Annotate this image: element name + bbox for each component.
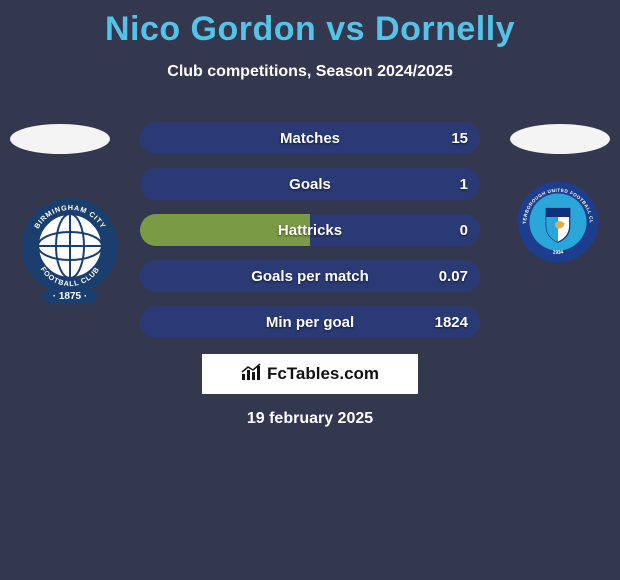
badge-right-year: 1934 [552,249,564,256]
stat-label: Goals per match [251,268,369,285]
stat-row: Min per goal 1824 [140,306,480,338]
badge-left-year: · 1875 · [53,291,87,302]
subtitle: Club competitions, Season 2024/2025 [0,63,620,81]
brand-box: FcTables.com [202,354,418,394]
brand-text: FcTables.com [267,364,379,384]
page-title: Nico Gordon vs Dornelly [0,0,620,49]
svg-text:1934: 1934 [552,249,564,256]
stat-value-right: 0 [460,222,468,239]
player-right-photo-placeholder [510,124,610,154]
stat-label: Goals [289,176,331,193]
stat-value-right: 1 [460,176,468,193]
chart-icon [241,363,263,386]
stat-label: Hattricks [278,222,342,239]
stat-value-right: 15 [451,130,468,147]
stats-container: Matches 15 Goals 1 Hattricks 0 Goals per match… [140,122,480,352]
club-badge-left: BIRMINGHAM CITY FOOTBALL CLUB · 1875 · [20,196,120,296]
stat-row: Goals 1 [140,168,480,200]
stat-row: Hattricks 0 [140,214,480,246]
club-badge-right: PETERBOROUGH UNITED FOOTBALL CLUB 1934 [516,180,600,264]
stat-row: Goals per match 0.07 [140,260,480,292]
stat-value-right: 1824 [435,314,468,331]
stat-value-right: 0.07 [439,268,468,285]
stat-row: Matches 15 [140,122,480,154]
stat-label: Matches [280,130,340,147]
stat-label: Min per goal [266,314,354,331]
date-text: 19 february 2025 [247,410,373,428]
player-left-photo-placeholder [10,124,110,154]
